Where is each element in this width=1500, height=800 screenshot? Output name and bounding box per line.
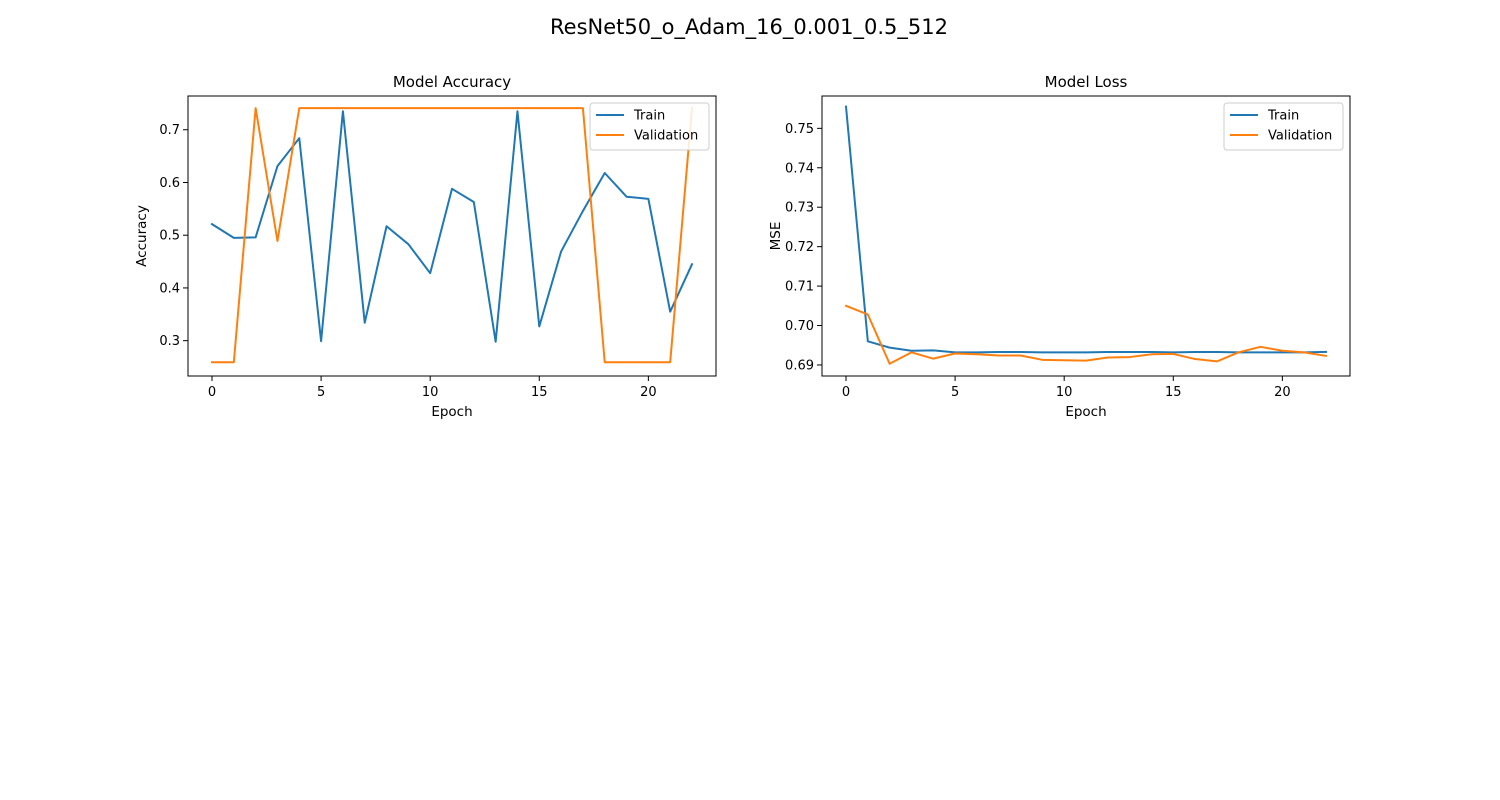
x-tick-label: 15 (531, 385, 548, 400)
y-tick-label: 0.5 (159, 229, 180, 244)
legend: Train Validation (589, 102, 710, 151)
y-tick-label: 0.69 (785, 358, 814, 373)
chart-title: Model Loss (1045, 73, 1128, 91)
x-tick-label: 20 (1274, 385, 1291, 400)
legend-label-validation: Validation (1268, 129, 1332, 144)
x-tick-label: 5 (317, 385, 325, 400)
chart-loss: 0 5 10 15 20 0.69 0.70 0.71 0.72 0.73 0.74 0.75 Mode… (768, 73, 1351, 420)
y-tick-label: 0.4 (159, 281, 180, 296)
y-tick-label: 0.3 (159, 334, 180, 349)
series-line-validation (844, 304, 1328, 365)
y-axis-label: Accuracy (134, 205, 150, 267)
x-tick-label: 5 (951, 385, 959, 400)
x-tick-label: 20 (640, 385, 657, 400)
chart-title: Model Accuracy (393, 73, 511, 91)
y-tick-label: 0.71 (785, 280, 814, 295)
y-tick-label: 0.72 (785, 240, 814, 255)
y-tick-label: 0.74 (785, 161, 814, 176)
charts: 0 5 10 15 20 0.3 0.4 0.5 0.6 0.7 Model Accuracy Epo… (134, 73, 1351, 420)
x-axis-label: Epoch (1065, 404, 1106, 420)
x-tick-label: 15 (1165, 385, 1182, 400)
legend-label-validation: Validation (634, 129, 698, 144)
x-tick-label: 0 (842, 385, 850, 400)
x-tick-label: 0 (208, 385, 216, 400)
x-axis-label: Epoch (431, 404, 472, 420)
x-tick-label: 10 (422, 385, 439, 400)
y-tick-label: 0.70 (785, 319, 814, 334)
y-axis-label: MSE (768, 222, 784, 251)
axes-frame (187, 95, 717, 377)
series-line-train (844, 105, 1328, 354)
y-tick-label: 0.73 (785, 201, 814, 216)
axes-frame (821, 95, 1351, 377)
y-tick-label: 0.7 (159, 123, 180, 138)
series-line-validation (211, 107, 694, 364)
legend-label-train: Train (633, 109, 665, 124)
chart-accuracy: 0 5 10 15 20 0.3 0.4 0.5 0.6 0.7 Model Accuracy Epo… (134, 73, 717, 420)
y-tick-label: 0.6 (159, 176, 180, 191)
legend-label-train: Train (1267, 109, 1299, 124)
x-tick-label: 10 (1056, 385, 1073, 400)
y-tick-label: 0.75 (785, 122, 814, 137)
figure-title: ResNet50_o_Adam_16_0.001_0.5_512 (550, 15, 948, 40)
legend: Train Validation (1223, 102, 1344, 151)
